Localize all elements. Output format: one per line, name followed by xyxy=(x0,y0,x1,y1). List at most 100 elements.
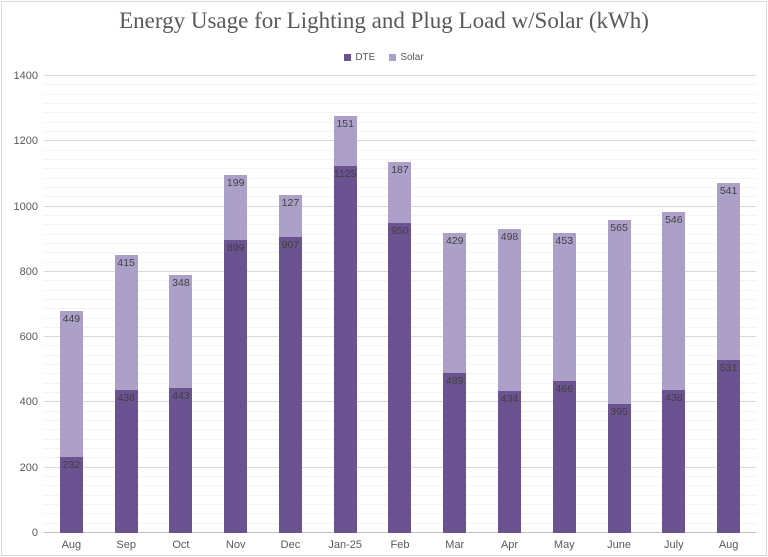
dte-segment: 907 xyxy=(278,236,302,533)
y-axis: 0 200 400 600 800 1000 1200 1400 xyxy=(2,70,38,539)
solar-segment: 541 xyxy=(717,183,741,360)
x-axis-category-label: Sep xyxy=(116,539,136,551)
dte-segment: 1125 xyxy=(333,165,357,533)
legend-swatch-icon xyxy=(389,54,397,61)
y-axis-tick-label: 1200 xyxy=(13,135,38,148)
solar-segment: 127 xyxy=(278,195,302,237)
solar-segment-value-label: 449 xyxy=(62,312,81,325)
minor-gridline xyxy=(44,130,756,132)
dte-segment-value-label: 1125 xyxy=(333,167,357,180)
x-axis-category-label: May xyxy=(553,539,575,551)
bar-column-june: 565 395 xyxy=(592,76,647,533)
bar-column-mar: 429 489 xyxy=(427,76,482,533)
stacked-bar: 565 395 xyxy=(607,219,631,533)
x-axis-category-label: Apr xyxy=(500,539,519,551)
stacked-bar: 546 438 xyxy=(662,211,686,533)
bar-column-aug: 449 232 xyxy=(44,76,99,533)
dte-segment-value-label: 232 xyxy=(62,459,81,472)
x-axis-category-label: Aug xyxy=(718,539,739,551)
dte-segment-value-label: 438 xyxy=(665,392,683,405)
solar-segment: 429 xyxy=(443,233,467,374)
x-axis-category-label: Nov xyxy=(225,539,246,551)
y-axis-tick-label: 200 xyxy=(19,461,38,474)
dte-segment-value-label: 907 xyxy=(281,238,300,251)
legend: DTE Solar xyxy=(2,52,766,63)
minor-gridline xyxy=(44,84,756,86)
dte-segment: 434 xyxy=(498,391,522,533)
y-axis-tick-label: 1400 xyxy=(13,70,38,82)
solar-segment: 199 xyxy=(224,174,248,240)
major-gridline xyxy=(44,75,756,76)
stacked-bar: 541 531 xyxy=(717,183,741,533)
x-axis-category-label: Jan-25 xyxy=(328,539,363,551)
stacked-bar: 199 899 xyxy=(224,174,248,533)
dte-segment-value-label: 395 xyxy=(610,406,628,419)
dte-segment-value-label: 434 xyxy=(500,393,519,406)
stacked-bar: 453 466 xyxy=(552,233,576,533)
solar-segment-value-label: 565 xyxy=(610,221,628,234)
stacked-bar: 429 489 xyxy=(443,233,467,533)
solar-segment: 415 xyxy=(114,254,138,391)
y-axis-tick-label: 400 xyxy=(19,396,38,409)
bar-column-aug: 541 531 xyxy=(701,76,756,533)
stacked-bar: 127 907 xyxy=(278,195,302,533)
x-axis-category-label: June xyxy=(607,539,631,551)
solar-segment: 565 xyxy=(607,219,631,405)
minor-gridline xyxy=(44,112,756,114)
legend-label: DTE xyxy=(355,52,376,63)
stacked-bar: 348 443 xyxy=(169,274,193,533)
dte-segment-value-label: 950 xyxy=(391,224,409,237)
solar-segment: 187 xyxy=(388,161,412,223)
dte-segment-value-label: 489 xyxy=(445,375,464,388)
solar-segment: 348 xyxy=(169,274,193,389)
solar-segment-value-label: 187 xyxy=(391,163,409,176)
minor-gridline xyxy=(44,149,756,151)
solar-segment: 449 xyxy=(59,310,83,458)
minor-gridline xyxy=(44,121,756,123)
solar-segment-value-label: 151 xyxy=(336,118,354,131)
x-axis-category-label: Mar xyxy=(445,539,465,551)
dte-segment: 466 xyxy=(552,380,576,533)
legend-swatch-icon xyxy=(344,54,352,61)
dte-segment-value-label: 438 xyxy=(117,392,135,405)
dte-segment: 489 xyxy=(443,373,467,533)
dte-segment-value-label: 443 xyxy=(172,390,190,403)
bar-column-oct: 348 443 xyxy=(154,76,209,533)
y-axis-tick-label: 0 xyxy=(31,527,38,539)
solar-segment: 498 xyxy=(498,228,522,392)
dte-segment-value-label: 531 xyxy=(719,361,738,374)
bar-column-nov: 199 899 xyxy=(208,76,263,533)
solar-segment-value-label: 348 xyxy=(172,276,190,289)
dte-segment: 438 xyxy=(662,390,686,533)
dte-segment: 531 xyxy=(717,359,741,533)
minor-gridline xyxy=(44,93,756,95)
bar-column-dec: 127 907 xyxy=(263,76,318,533)
solar-segment-value-label: 453 xyxy=(555,235,574,248)
y-axis-tick-label: 800 xyxy=(19,265,38,278)
solar-segment-value-label: 541 xyxy=(719,185,738,198)
dte-segment: 395 xyxy=(607,404,631,533)
solar-segment: 453 xyxy=(552,233,576,381)
dte-segment-value-label: 466 xyxy=(555,382,574,395)
solar-segment-value-label: 429 xyxy=(445,235,464,248)
bar-column-july: 546 438 xyxy=(646,76,701,533)
bar-column-apr: 498 434 xyxy=(482,76,537,533)
minor-gridline xyxy=(44,158,756,160)
bar-column-feb: 187 950 xyxy=(373,76,428,533)
bar-column-sep: 415 438 xyxy=(99,76,154,533)
solar-segment-value-label: 546 xyxy=(665,213,683,226)
solar-segment-value-label: 199 xyxy=(226,176,245,189)
stacked-bar: 151 1125 xyxy=(333,116,357,533)
plot-area: 449 232 415 438 348 443 199 899 127 907 151 1125 187… xyxy=(44,75,756,533)
stacked-bar: 415 438 xyxy=(114,254,138,533)
dte-segment: 443 xyxy=(169,388,193,533)
legend-label: Solar xyxy=(400,52,424,63)
x-axis-category-label: Feb xyxy=(390,539,410,551)
solar-segment-value-label: 498 xyxy=(500,230,519,243)
legend-item-solar: Solar xyxy=(389,52,424,63)
bar-column-may: 453 466 xyxy=(537,76,592,533)
solar-segment: 546 xyxy=(662,211,686,391)
stacked-bar: 449 232 xyxy=(59,310,83,533)
x-axis-category-label: July xyxy=(664,539,684,551)
